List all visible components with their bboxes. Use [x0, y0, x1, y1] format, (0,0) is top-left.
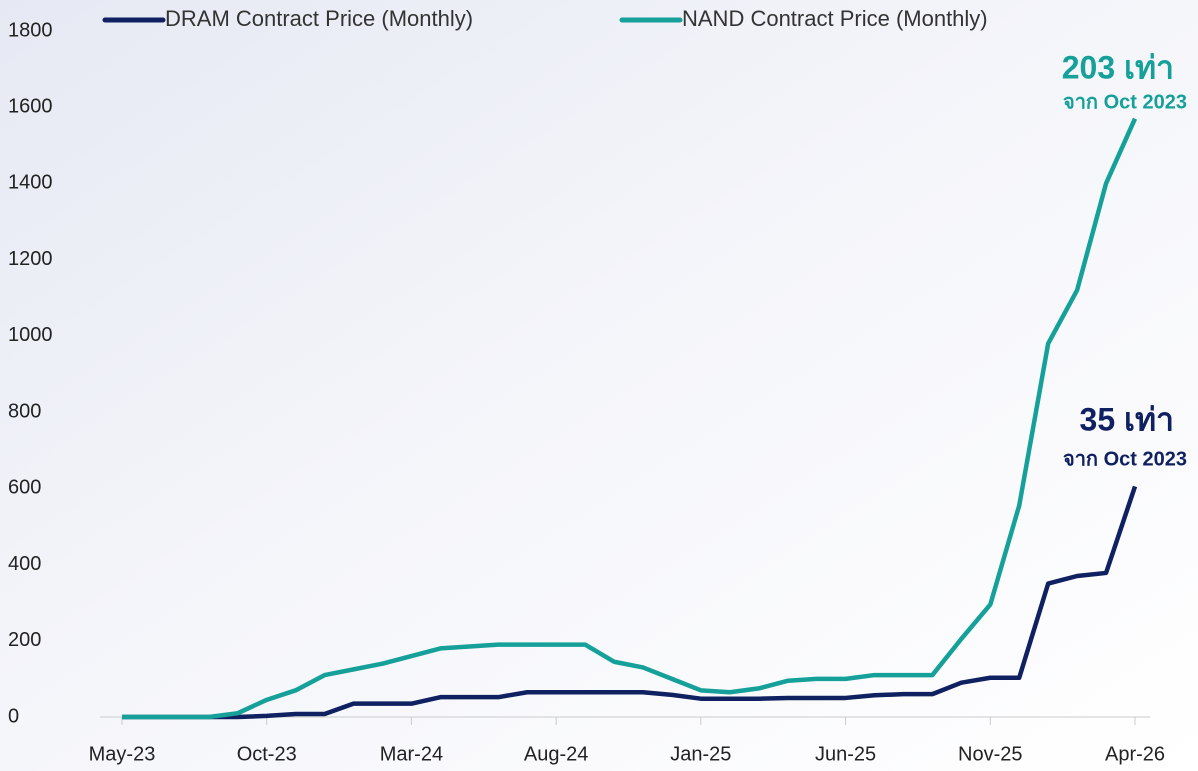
x-tick-label: Aug-24	[524, 743, 589, 765]
x-tick-label: Jun-25	[815, 743, 876, 765]
y-tick-label: 1800	[8, 19, 53, 41]
y-tick-label: 800	[8, 400, 41, 422]
legend-label: DRAM Contract Price (Monthly)	[165, 6, 473, 31]
y-tick-label: 1400	[8, 172, 53, 194]
annotation-title: 203 เท่า	[1062, 49, 1174, 85]
y-tick-label: 1600	[8, 96, 53, 118]
chart: 0 200 400 600 800 1000 1200 1400 1600 1800 May-23 O…	[0, 0, 1198, 771]
x-tick-label: Oct-23	[237, 743, 297, 765]
x-tick-label: Mar-24	[380, 743, 443, 765]
y-tick-label: 200	[8, 629, 41, 651]
x-tick-label: Jan-25	[670, 743, 731, 765]
y-tick-label: 0	[8, 705, 19, 727]
y-tick-label: 600	[8, 477, 41, 499]
x-tick-label: May-23	[89, 743, 156, 765]
y-tick-label: 1000	[8, 324, 53, 346]
annotation-text: จาก Oct 2023	[1063, 91, 1187, 113]
y-tick-label: 400	[8, 553, 41, 575]
legend-label: NAND Contract Price (Monthly)	[682, 6, 988, 31]
x-tick-label: Apr-26	[1105, 743, 1165, 765]
annotation-text: จาก Oct 2023	[1063, 448, 1187, 470]
annotation-title: 35 เท่า	[1080, 401, 1174, 437]
x-tick-label: Nov-25	[958, 743, 1022, 765]
y-tick-label: 1200	[8, 248, 53, 270]
